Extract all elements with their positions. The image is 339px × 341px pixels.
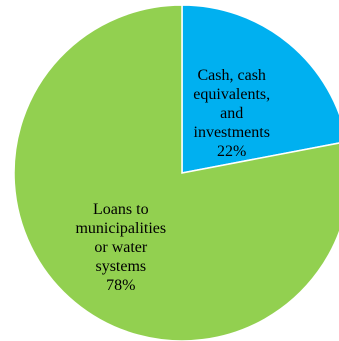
slice-label-line: and xyxy=(220,105,243,122)
pie-slice-0 xyxy=(181,4,339,174)
slice-label-line: investments xyxy=(194,124,270,141)
slice-label-line: equivalents, xyxy=(193,86,270,103)
slice-label-1: Loans to municipalities or water systems 78% xyxy=(75,201,166,294)
slice-label-line: systems xyxy=(95,258,146,275)
slice-label-0: Cash, cash equivalents, and investments 22% xyxy=(193,67,270,160)
slice-label-line: Cash, cash xyxy=(198,67,266,84)
slice-label-line: municipalities xyxy=(75,220,166,237)
slice-label-line: or water xyxy=(94,239,148,256)
slice-label-line: Loans to xyxy=(93,201,149,218)
pie-slice-1 xyxy=(13,4,339,341)
slice-percent-label: 22% xyxy=(217,143,246,160)
slice-percent-label: 78% xyxy=(106,277,135,294)
